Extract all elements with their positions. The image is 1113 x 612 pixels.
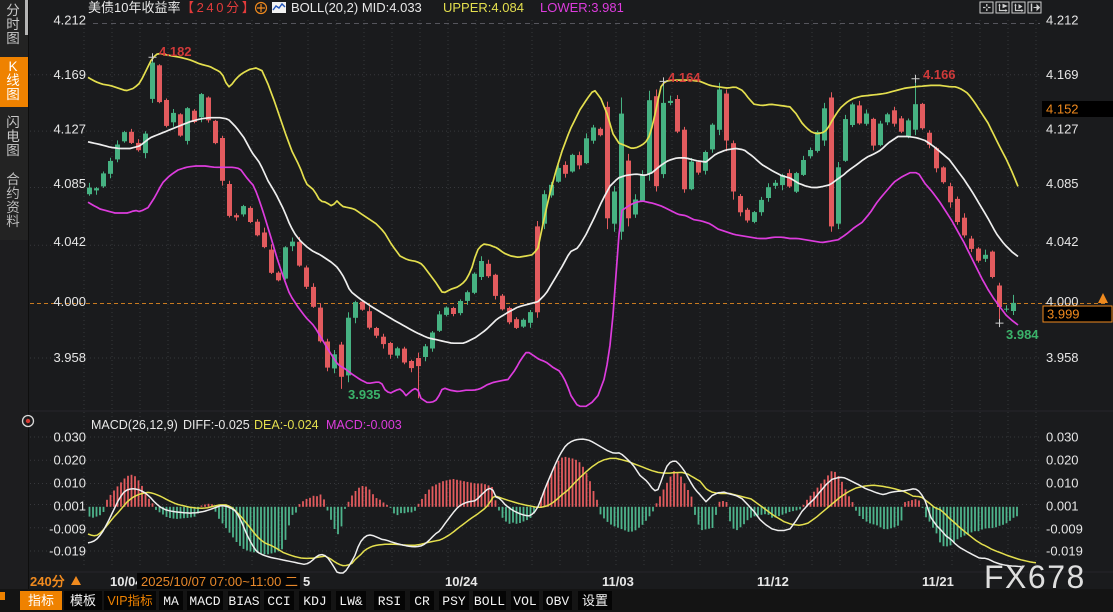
svg-text:图: 图 [6,87,20,102]
svg-text:【240分】: 【240分】 [181,0,257,15]
svg-text:LW&: LW& [339,594,363,609]
svg-text:时: 时 [6,17,20,32]
svg-text:11/03: 11/03 [602,574,634,589]
svg-text:RSI: RSI [378,594,401,609]
svg-text:设置: 设置 [582,593,608,608]
svg-text:240分: 240分 [30,574,65,589]
svg-text:K: K [8,59,17,74]
svg-text:UPPER:4.084: UPPER:4.084 [443,0,524,15]
svg-text:CR: CR [414,594,430,609]
svg-text:0.001: 0.001 [1046,499,1079,514]
svg-text:料: 料 [6,214,20,229]
svg-text:线: 线 [6,73,20,88]
svg-text:指标: 指标 [28,593,54,608]
svg-text:0.001: 0.001 [53,499,86,514]
svg-text:-0.009: -0.009 [1046,522,1083,537]
svg-text:合: 合 [6,172,20,187]
svg-text:0.020: 0.020 [53,453,86,468]
svg-text:0.010: 0.010 [1046,476,1079,491]
svg-text:BOLL(20,2) MID:4.033: BOLL(20,2) MID:4.033 [291,0,422,15]
svg-text:VOL: VOL [513,594,536,609]
svg-text:OBV: OBV [546,594,570,609]
svg-text:4.042: 4.042 [53,234,86,249]
svg-text:-0.019: -0.019 [1046,544,1083,559]
svg-text:4.000: 4.000 [53,294,86,309]
svg-text:4.085: 4.085 [53,176,86,191]
svg-text:4.212: 4.212 [1046,13,1079,28]
svg-text:5: 5 [303,574,310,589]
svg-text:3.999: 3.999 [1047,307,1080,322]
svg-text:-0.019: -0.019 [49,544,86,559]
svg-text:4.085: 4.085 [1046,176,1079,191]
svg-text:0.030: 0.030 [1046,430,1079,445]
svg-text:PSY: PSY [442,594,466,609]
svg-text:KDJ: KDJ [303,594,326,609]
svg-text:4.212: 4.212 [53,13,86,28]
svg-text:4.042: 4.042 [1046,234,1079,249]
svg-text:CCI: CCI [267,594,290,609]
svg-text:MACD:-0.003: MACD:-0.003 [326,418,402,432]
svg-text:MA: MA [163,594,179,609]
svg-text:BOLL: BOLL [474,594,505,609]
svg-text:3.984: 3.984 [1006,327,1039,342]
svg-text:3.958: 3.958 [53,350,86,365]
svg-text:分: 分 [6,3,20,18]
svg-text:MACD(26,12,9): MACD(26,12,9) [91,418,178,432]
svg-text:0.030: 0.030 [53,430,86,445]
svg-text:美债10年收益率: 美债10年收益率 [88,0,180,15]
svg-text:4.166: 4.166 [923,67,956,82]
svg-text:4.127: 4.127 [1046,122,1079,137]
svg-text:3.935: 3.935 [348,387,381,402]
svg-text:4.169: 4.169 [1046,67,1079,82]
svg-text:4.000: 4.000 [1046,294,1079,309]
svg-text:约: 约 [6,186,20,201]
svg-text:10/04: 10/04 [110,574,143,589]
svg-text:10/24: 10/24 [445,574,478,589]
svg-text:11/21: 11/21 [922,574,954,589]
svg-text:4.182: 4.182 [159,44,192,59]
svg-text:4.169: 4.169 [53,67,86,82]
svg-text:0.020: 0.020 [1046,453,1079,468]
svg-text:11/12: 11/12 [757,574,789,589]
svg-text:2025/10/07 07:00~11:00 二: 2025/10/07 07:00~11:00 二 [141,574,298,589]
svg-text:资: 资 [6,200,20,215]
svg-text:图: 图 [6,143,20,158]
svg-text:4.152: 4.152 [1046,102,1079,117]
svg-text:BIAS: BIAS [228,594,259,609]
svg-text:DEA:-0.024: DEA:-0.024 [254,418,319,432]
svg-text:MACD: MACD [189,594,220,609]
svg-text:LOWER:3.981: LOWER:3.981 [540,0,624,15]
svg-text:VIP指标: VIP指标 [107,593,152,608]
svg-text:电: 电 [6,129,20,144]
svg-text:图: 图 [6,31,20,46]
svg-text:4.127: 4.127 [53,122,86,137]
svg-text:DIFF:-0.025: DIFF:-0.025 [183,418,250,432]
svg-text:-0.009: -0.009 [49,522,86,537]
svg-text:3.958: 3.958 [1046,350,1079,365]
svg-text:4.164: 4.164 [668,70,701,85]
svg-text:闪: 闪 [6,115,20,130]
svg-text:0.010: 0.010 [53,476,86,491]
svg-text:模板: 模板 [70,593,96,608]
